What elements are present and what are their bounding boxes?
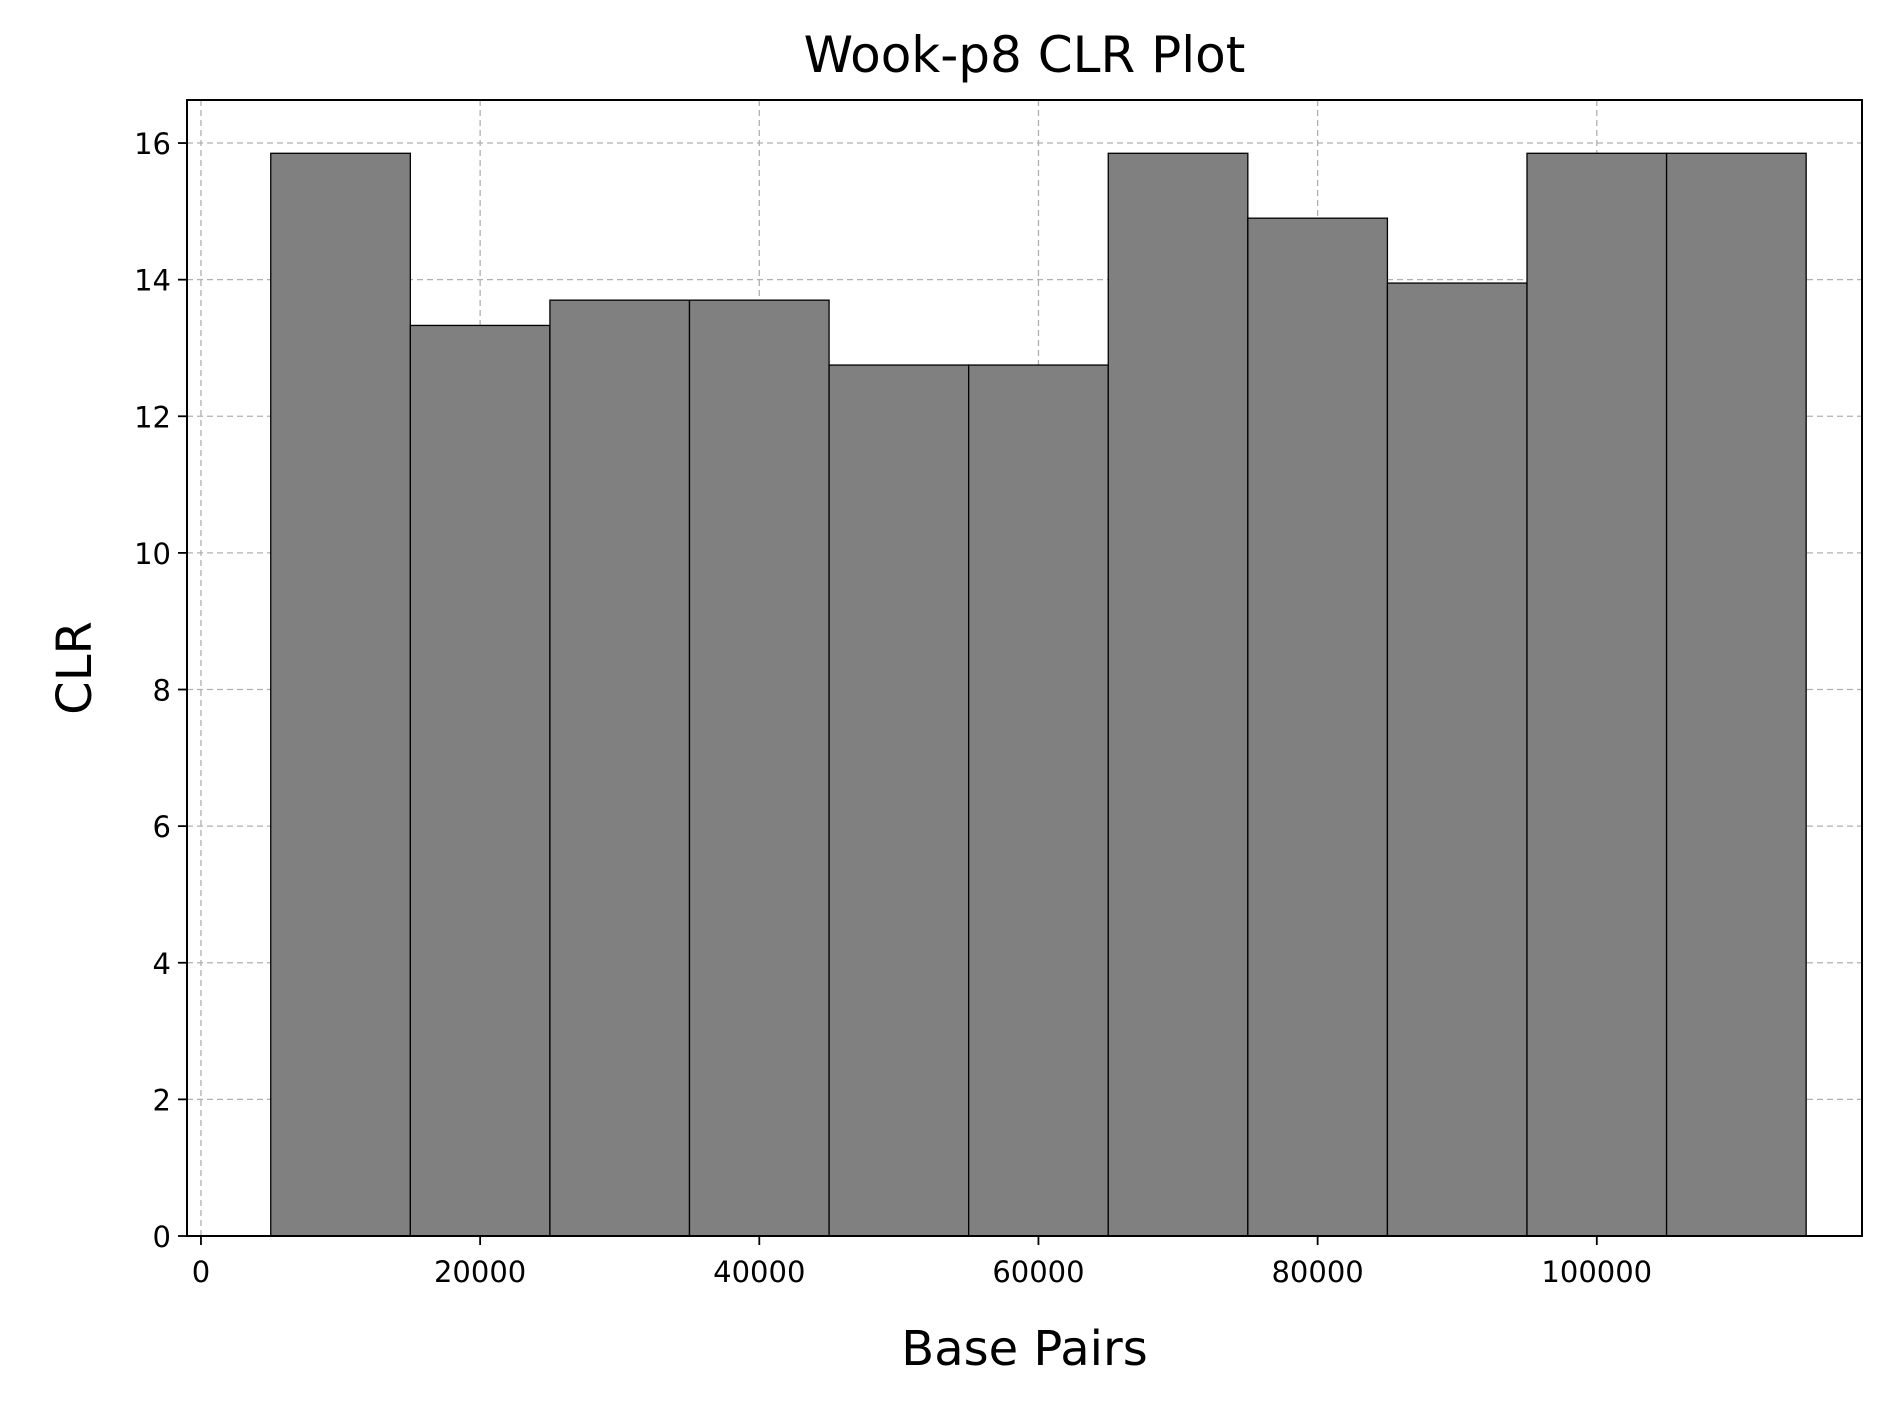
x-tick-label-1: 20000 — [434, 1255, 526, 1289]
y-axis-title: CLR — [47, 621, 103, 715]
y-tick-label-3: 6 — [153, 810, 171, 844]
y-axis-ticks: 0 2 4 6 8 10 12 14 16 — [134, 127, 187, 1254]
bar-8 — [1386, 282, 1528, 1237]
y-tick-label-7: 14 — [134, 264, 171, 298]
y-tick-label-4: 8 — [153, 674, 171, 708]
y-tick-label-1: 2 — [153, 1083, 171, 1117]
y-tick-label-0: 0 — [153, 1220, 171, 1254]
plot-frame — [186, 99, 1863, 1237]
bar-3 — [688, 299, 830, 1237]
x-tick-label-0: 0 — [192, 1255, 210, 1289]
bars-group — [270, 152, 1807, 1237]
x-tick-label-5: 100000 — [1541, 1255, 1652, 1289]
x-tick-label-4: 80000 — [1271, 1255, 1363, 1289]
bar-6 — [1107, 152, 1249, 1237]
y-tick-label-2: 4 — [153, 947, 171, 981]
y-tick-label-5: 10 — [134, 537, 171, 571]
bar-5 — [968, 364, 1109, 1237]
x-tick-label-3: 60000 — [992, 1255, 1084, 1289]
x-axis-title: Base Pairs — [901, 1321, 1147, 1377]
bar-9 — [1526, 152, 1668, 1237]
bar-0 — [270, 152, 411, 1237]
x-tick-label-2: 40000 — [713, 1255, 805, 1289]
chart-title: Wook-p8 CLR Plot — [804, 26, 1246, 84]
bar-10 — [1665, 152, 1807, 1237]
bar-4 — [828, 364, 970, 1237]
bar-7 — [1247, 217, 1389, 1237]
y-tick-label-8: 16 — [134, 127, 171, 161]
y-tick-label-6: 12 — [134, 400, 171, 434]
bar-2 — [549, 299, 691, 1237]
bar-1 — [409, 324, 551, 1237]
x-axis-ticks: 0 20000 40000 60000 80000 100000 — [192, 1236, 1652, 1289]
